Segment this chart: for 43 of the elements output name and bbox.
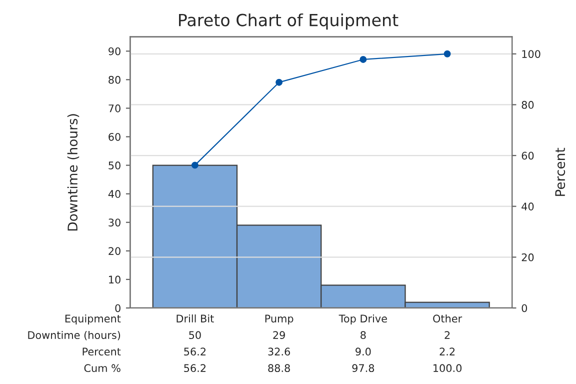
text: 2.2: [440, 348, 455, 356]
text: Percent: [82, 348, 121, 356]
data-label: 50: [189, 331, 201, 340]
text: 32.6: [268, 348, 290, 356]
y-tick-label: 90: [108, 47, 120, 56]
point: [191, 162, 198, 169]
x-tick-label: Top Drive: [338, 314, 387, 325]
text: Cum %: [84, 364, 120, 372]
point: [360, 56, 367, 63]
point: [276, 78, 283, 86]
y-tick-label: 70: [108, 104, 120, 112]
data-label: 100.0: [434, 364, 462, 372]
y2-tick-label: 60: [522, 152, 534, 160]
data-label: 29: [273, 331, 285, 340]
y-axis-title: Downtime (hours): [67, 114, 80, 231]
y2-tick-label: 0: [522, 304, 528, 312]
x-axis-title: Equipment: [65, 314, 121, 325]
data-label: 2: [444, 331, 450, 339]
y2-tick-label: 20: [522, 253, 534, 262]
x-tick-label: Pump: [265, 314, 294, 325]
y2-tick-label: 100: [522, 50, 540, 58]
y-tick-label: 0: [115, 304, 120, 312]
x-tick-label: Other: [433, 314, 462, 323]
chart-title: Pareto Chart of Equipment: [179, 13, 398, 30]
point: [444, 50, 451, 58]
y2-axis-title: Percent: [555, 148, 566, 196]
data-label: 8: [360, 331, 366, 340]
y-tick-label: 20: [108, 247, 120, 255]
data-label: 88.8: [268, 364, 290, 372]
y-tick-label: 10: [109, 276, 120, 284]
text: 56.2: [184, 348, 206, 356]
y2-tick-label: 40: [522, 202, 534, 210]
y-tick-label: 40: [108, 190, 120, 198]
text: 9.0: [356, 348, 371, 356]
y-tick-label: 80: [108, 76, 120, 84]
y2-tick-label: 80: [522, 100, 534, 109]
data-label: 56.2: [184, 364, 206, 372]
y-tick-label: 50: [108, 162, 120, 170]
y-tick-label: 60: [108, 132, 120, 141]
data-label: 97.8: [352, 364, 374, 372]
x-tick-label: Drill Bit: [176, 314, 214, 322]
y-tick-label: 30: [108, 218, 120, 226]
text: Downtime (hours): [28, 330, 120, 340]
